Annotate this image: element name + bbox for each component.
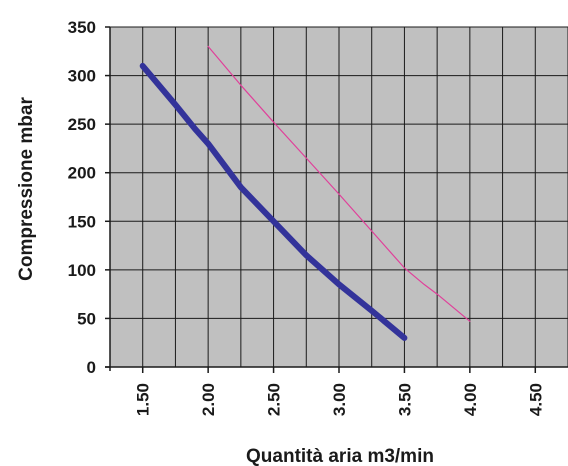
y-tick-label: 0 xyxy=(87,358,96,377)
series-line-2 xyxy=(207,45,471,322)
x-tick-label: 3.50 xyxy=(395,383,414,416)
series-line-1 xyxy=(139,62,408,341)
y-tick-label: 250 xyxy=(68,115,96,134)
y-tick-label: 350 xyxy=(68,18,96,37)
x-axis-label: Quantità aria m3/min xyxy=(246,446,434,466)
x-tick-label: 2.00 xyxy=(199,383,218,416)
y-tick-label: 300 xyxy=(68,67,96,86)
y-axis-label: Compressione mbar xyxy=(16,97,37,281)
x-tick-label: 4.00 xyxy=(461,383,480,416)
y-tick-label: 50 xyxy=(77,309,96,328)
y-tick-label: 100 xyxy=(68,261,96,280)
series-group xyxy=(139,45,471,341)
y-tick-label: 200 xyxy=(68,164,96,183)
y-tick-label: 150 xyxy=(68,212,96,231)
x-tick-label: 3.00 xyxy=(330,383,349,416)
x-tick-label: 4.50 xyxy=(526,383,545,416)
x-tick-labels: 1.50 2.00 2.50 3.00 3.50 4.00 4.50 xyxy=(134,383,546,416)
axes xyxy=(105,26,568,373)
x-tick-label: 1.50 xyxy=(134,383,153,416)
y-tick-labels: 0 50 100 150 200 250 300 350 xyxy=(68,18,96,377)
x-tick-label: 2.50 xyxy=(265,383,284,416)
